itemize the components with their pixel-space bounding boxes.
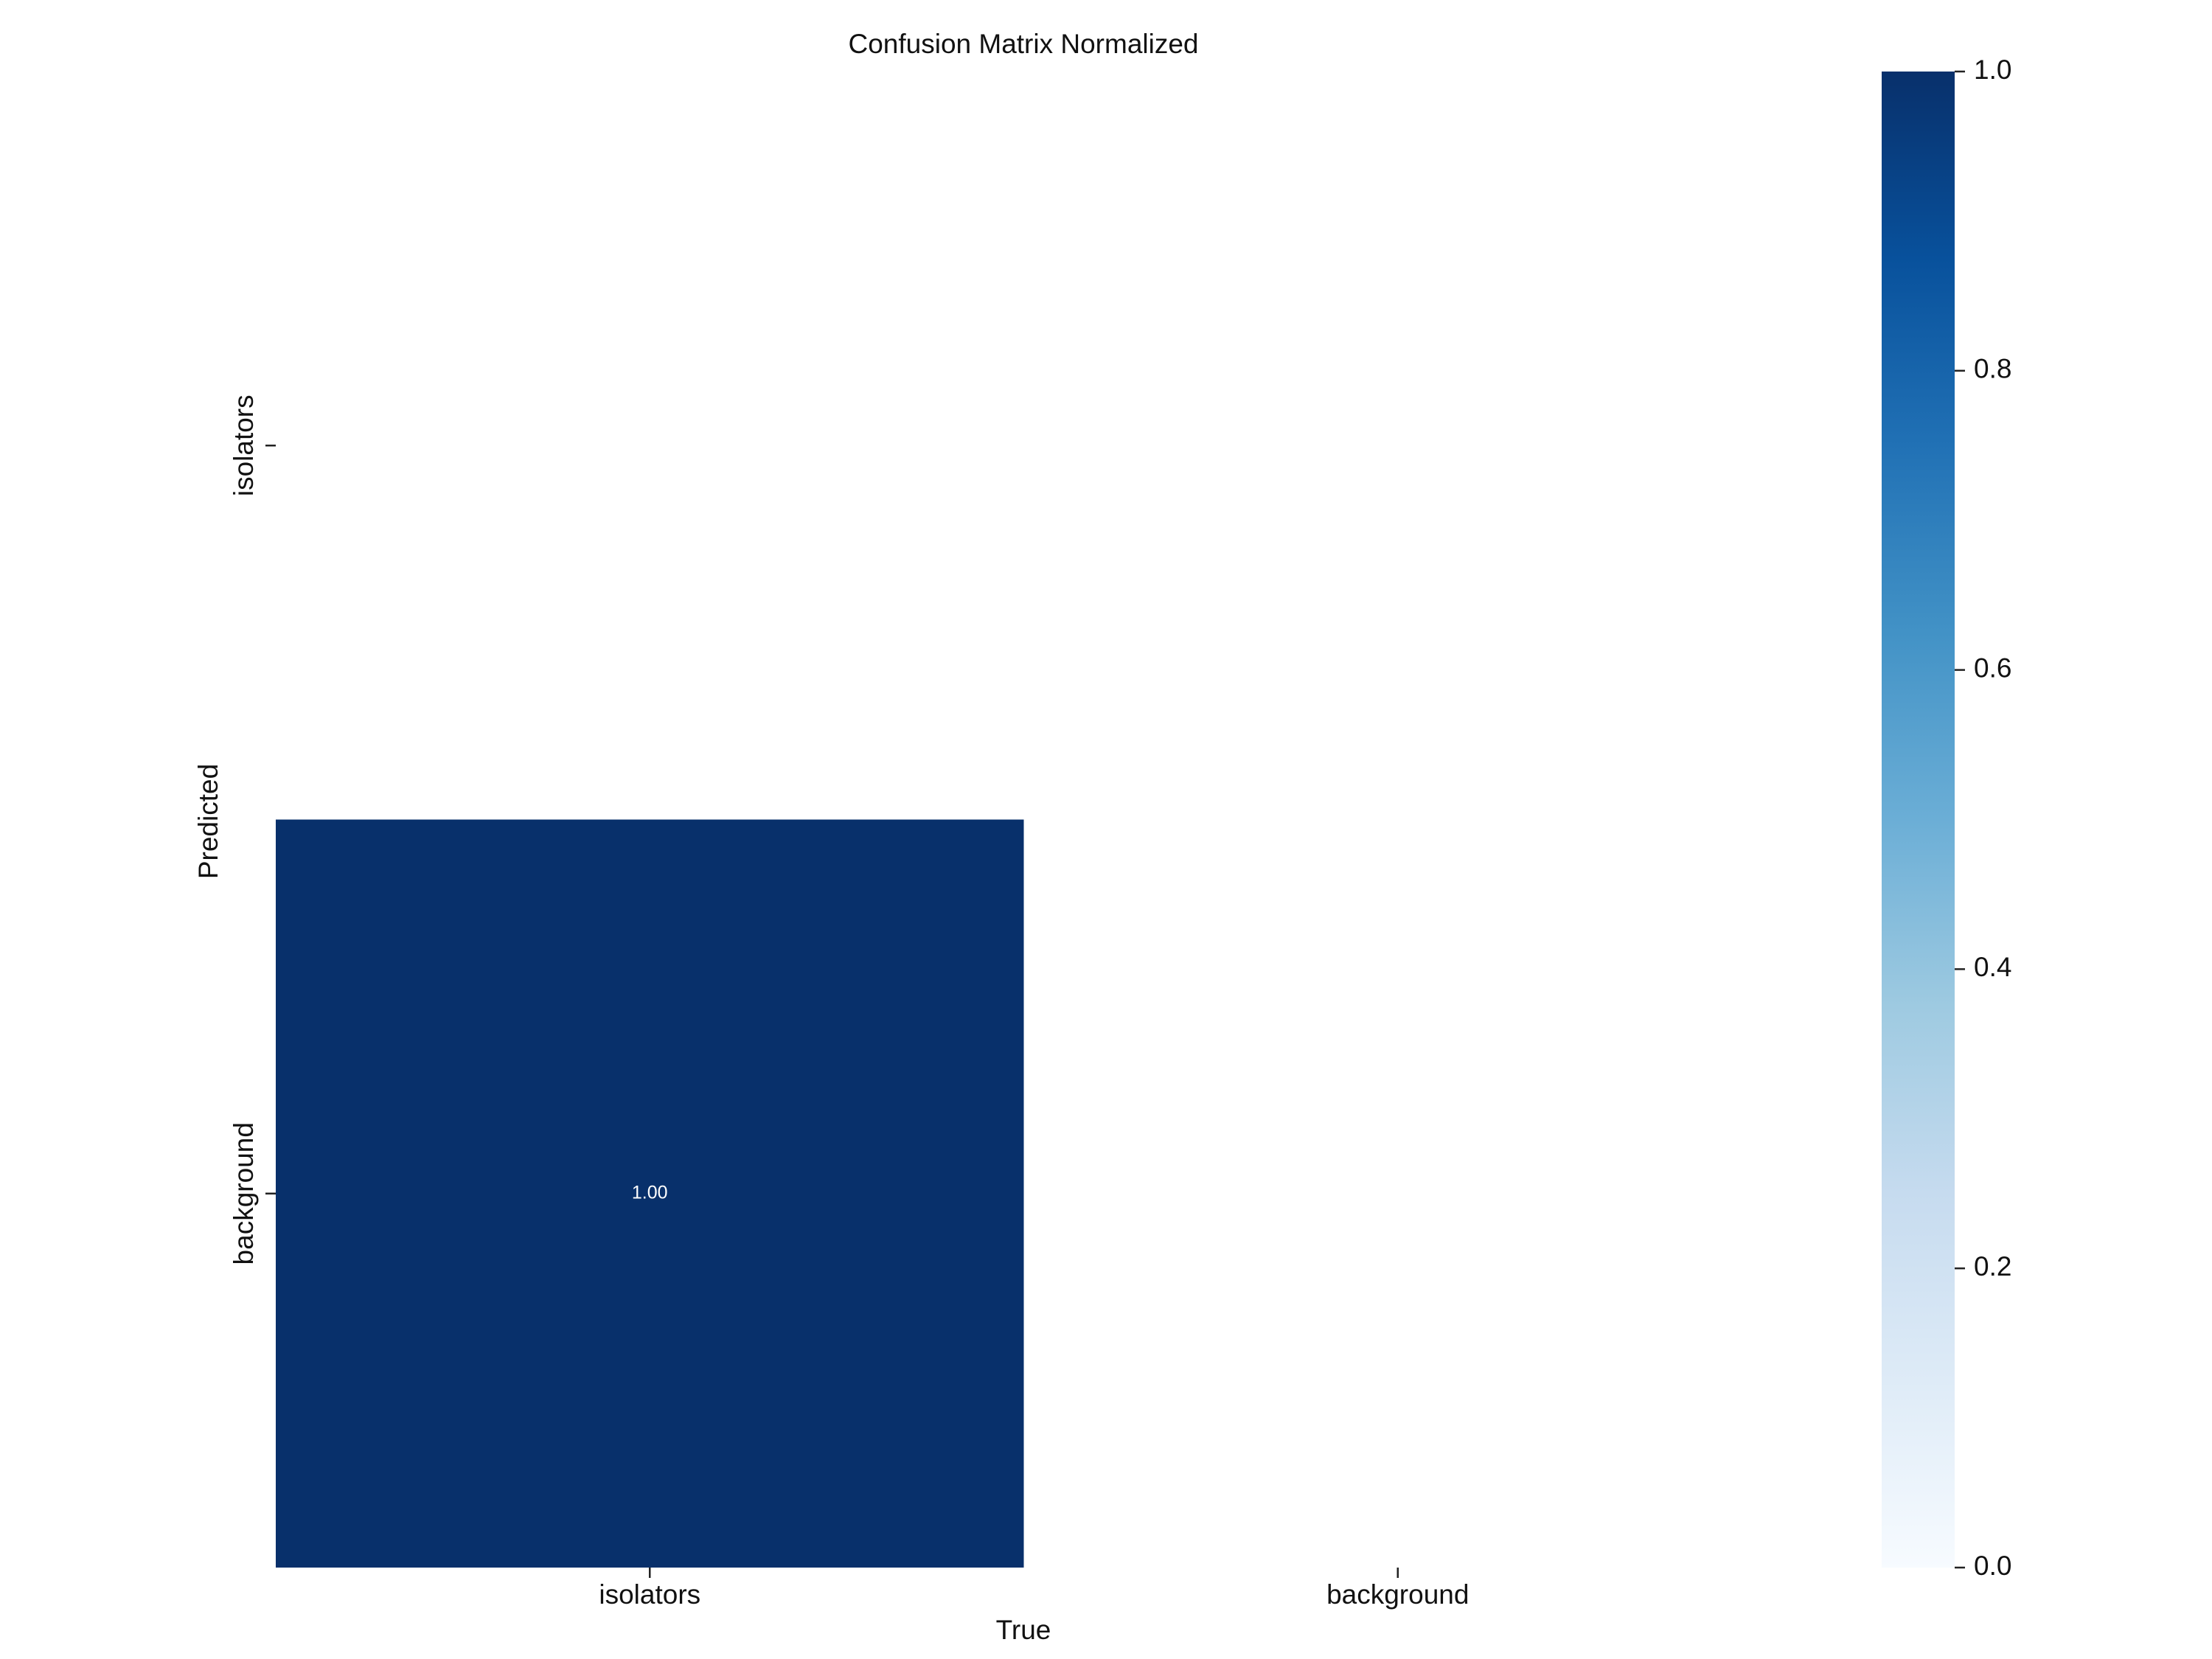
colorbar-tick-label: 0.4	[1974, 952, 2011, 982]
colorbar	[1882, 72, 1955, 1568]
x-tick-label: isolators	[599, 1579, 700, 1610]
cell-label: 1.00	[632, 1182, 668, 1203]
colorbar-tick-label: 0.6	[1974, 653, 2011, 683]
colorbar-tick-label: 0.2	[1974, 1251, 2011, 1281]
y-tick-label: isolators	[229, 394, 259, 496]
x-tick-label: background	[1326, 1579, 1469, 1610]
y-axis-label: Predicted	[193, 764, 223, 879]
heatmap-cell	[276, 819, 1024, 1568]
colorbar-tick-label: 0.8	[1974, 354, 2011, 384]
colorbar-tick-label: 1.0	[1974, 55, 2011, 85]
colorbar-tick-label: 0.0	[1974, 1551, 2011, 1581]
chart-title: Confusion Matrix Normalized	[848, 29, 1198, 59]
x-axis-label: True	[996, 1615, 1051, 1645]
y-tick-label: background	[229, 1122, 259, 1265]
